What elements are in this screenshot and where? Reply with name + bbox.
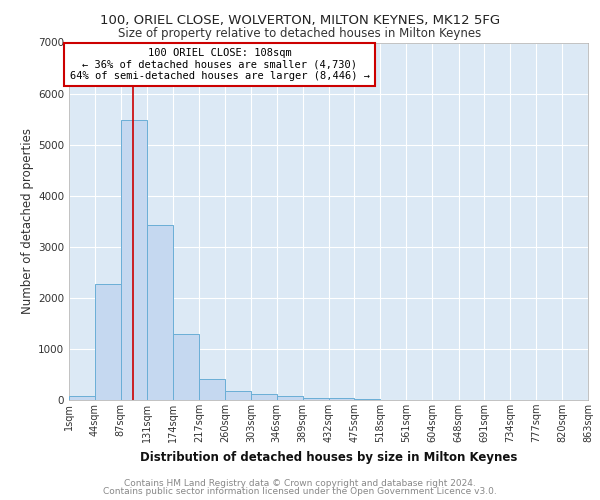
- Bar: [329, 398, 355, 400]
- Bar: [173, 334, 199, 400]
- Text: Contains HM Land Registry data © Crown copyright and database right 2024.: Contains HM Land Registry data © Crown c…: [124, 478, 476, 488]
- Y-axis label: Number of detached properties: Number of detached properties: [21, 128, 34, 314]
- X-axis label: Distribution of detached houses by size in Milton Keynes: Distribution of detached houses by size …: [140, 450, 517, 464]
- Bar: [121, 120, 146, 400]
- Text: Contains public sector information licensed under the Open Government Licence v3: Contains public sector information licen…: [103, 487, 497, 496]
- Bar: [225, 391, 251, 400]
- Text: 100 ORIEL CLOSE: 108sqm
← 36% of detached houses are smaller (4,730)
64% of semi: 100 ORIEL CLOSE: 108sqm ← 36% of detache…: [70, 48, 370, 81]
- Bar: [69, 396, 95, 400]
- Bar: [302, 398, 329, 400]
- Bar: [95, 284, 121, 400]
- Text: Size of property relative to detached houses in Milton Keynes: Size of property relative to detached ho…: [118, 28, 482, 40]
- Bar: [277, 396, 302, 400]
- Text: 100, ORIEL CLOSE, WOLVERTON, MILTON KEYNES, MK12 5FG: 100, ORIEL CLOSE, WOLVERTON, MILTON KEYN…: [100, 14, 500, 27]
- Bar: [199, 378, 225, 400]
- Bar: [251, 394, 277, 400]
- Bar: [355, 399, 380, 400]
- Bar: [147, 226, 173, 400]
